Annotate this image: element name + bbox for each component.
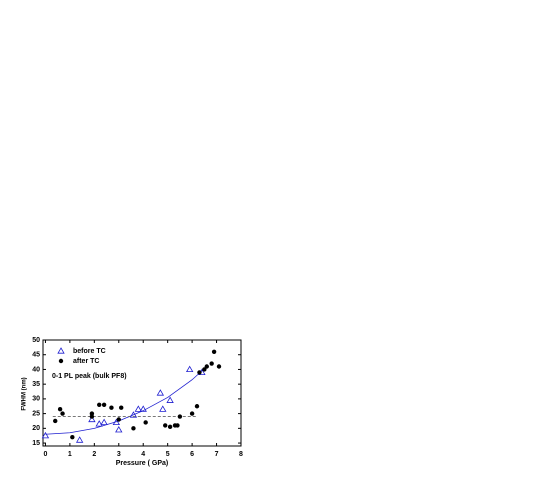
circle-marker — [194, 404, 200, 409]
circle-marker — [101, 402, 107, 407]
legend-label: before TC — [73, 348, 106, 355]
y-tick-label: 50 — [32, 337, 40, 344]
x-tick-label: 5 — [166, 451, 170, 458]
triangle-marker — [57, 347, 65, 354]
circle-marker — [131, 426, 136, 431]
y-axis-label: FWHM (nm) — [22, 377, 28, 410]
triangle-marker — [112, 418, 121, 426]
x-tick-label: 6 — [190, 451, 194, 458]
x-tick-label: 2 — [92, 451, 96, 458]
circle-marker — [204, 364, 209, 369]
y-tick-label: 35 — [32, 381, 40, 388]
triangle-marker — [88, 415, 96, 423]
triangle-marker — [134, 405, 143, 412]
circle-marker — [209, 361, 214, 366]
x-tick-label: 1 — [68, 451, 72, 458]
x-tick-label: 0 — [43, 451, 47, 458]
triangle-marker — [115, 426, 123, 433]
legend-label: after TC — [73, 358, 99, 365]
plot-frame — [42, 339, 242, 447]
circle-marker — [167, 424, 173, 430]
circle-marker — [189, 411, 195, 416]
circle-marker — [175, 423, 180, 428]
circle-marker — [58, 358, 64, 364]
circle-marker — [116, 417, 121, 422]
circle-marker — [216, 364, 222, 369]
triangle-marker — [41, 431, 50, 439]
y-tick-label: 15 — [32, 440, 40, 447]
triangle-marker — [75, 436, 84, 443]
triangle-marker — [95, 420, 103, 427]
y-tick-label: 20 — [32, 425, 40, 432]
circle-marker — [97, 402, 102, 407]
circle-marker — [143, 420, 148, 425]
y-tick-label: 25 — [32, 410, 40, 417]
triangle-marker — [139, 405, 147, 412]
y-tick-label: 40 — [32, 366, 40, 373]
triangle-marker — [185, 365, 194, 373]
circle-marker — [163, 423, 168, 428]
circle-marker — [197, 370, 202, 375]
triangle-marker — [156, 389, 165, 396]
circle-marker — [211, 349, 217, 354]
triangle-marker — [166, 396, 174, 403]
x-tick-label: 7 — [215, 451, 219, 458]
x-axis-label: Pressure ( GPa) — [116, 460, 169, 467]
triangle-marker — [129, 411, 138, 418]
circle-marker — [202, 367, 207, 372]
circle-marker — [60, 411, 65, 416]
circle-marker — [57, 406, 63, 412]
circle-marker — [177, 414, 183, 419]
circle-marker — [119, 405, 124, 410]
x-tick-label: 8 — [239, 451, 243, 458]
x-tick-label: 4 — [141, 451, 145, 458]
y-tick-label: 30 — [32, 396, 40, 403]
annotation: 0-1 PL peak (bulk PF8) — [52, 373, 127, 380]
circle-marker — [89, 414, 95, 419]
y-tick-label: 45 — [32, 352, 40, 359]
x-tick-label: 3 — [117, 451, 121, 458]
triangle-marker — [159, 405, 167, 412]
triangle-marker — [100, 418, 108, 426]
circle-marker — [53, 418, 58, 424]
circle-marker — [70, 434, 75, 440]
circle-marker — [109, 405, 114, 410]
